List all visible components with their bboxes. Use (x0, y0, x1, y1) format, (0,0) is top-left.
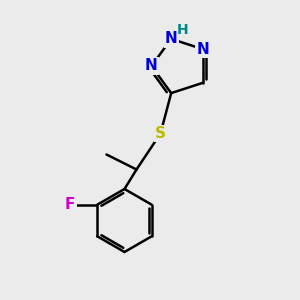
Text: N: N (145, 58, 158, 74)
Text: N: N (197, 42, 209, 57)
Text: N: N (165, 32, 178, 46)
Text: H: H (177, 23, 188, 38)
Text: S: S (155, 126, 166, 141)
Text: F: F (65, 197, 75, 212)
